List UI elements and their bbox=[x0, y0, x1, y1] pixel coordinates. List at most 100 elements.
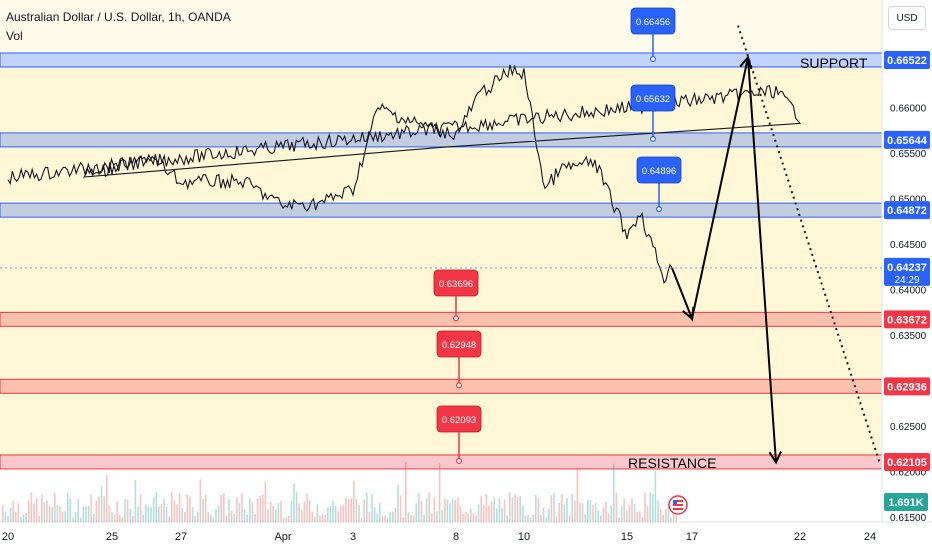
currency-button[interactable]: USD bbox=[888, 6, 926, 30]
volume-bar bbox=[392, 511, 394, 522]
volume-bar bbox=[561, 494, 563, 522]
volume-bar bbox=[441, 509, 443, 522]
volume-bar bbox=[589, 500, 592, 522]
volume-bar bbox=[178, 493, 181, 522]
volume-bar bbox=[202, 498, 204, 522]
volume-bar bbox=[480, 496, 482, 522]
volume-bar bbox=[64, 510, 66, 522]
volume-bar bbox=[233, 513, 235, 522]
target-label-box bbox=[630, 7, 676, 35]
x-tick-label: 17 bbox=[686, 531, 698, 543]
price-tag-label: 0.65644 bbox=[887, 135, 928, 147]
volume-bar bbox=[436, 511, 438, 522]
target-label-box bbox=[630, 84, 676, 112]
volume-bar bbox=[618, 517, 620, 522]
volume-bar bbox=[98, 496, 100, 522]
us-flag-icon bbox=[673, 500, 677, 504]
volume-bar bbox=[316, 504, 319, 522]
volume-bar bbox=[168, 516, 170, 522]
volume-bar bbox=[623, 498, 625, 522]
volume-bar bbox=[654, 470, 657, 522]
volume-bar bbox=[462, 514, 464, 522]
countdown-label: 24:29 bbox=[894, 275, 919, 286]
target-dot bbox=[456, 457, 463, 464]
volume-bar bbox=[295, 492, 298, 522]
resistance-annotation: RESISTANCE bbox=[628, 455, 716, 471]
volume-bar bbox=[412, 515, 415, 522]
volume-bar bbox=[529, 517, 532, 522]
volume-bar bbox=[87, 505, 90, 522]
volume-bar bbox=[269, 502, 272, 522]
x-tick-label: 10 bbox=[518, 531, 530, 543]
volume-bar bbox=[597, 510, 599, 522]
y-tick-label: 0.65000 bbox=[890, 195, 927, 206]
y-tick-label: 0.61500 bbox=[890, 513, 927, 524]
volume-bar bbox=[662, 515, 664, 522]
volume-bar bbox=[347, 499, 350, 522]
volume-bar bbox=[142, 514, 144, 522]
volume-bar bbox=[137, 506, 139, 522]
current-price-tag bbox=[884, 257, 930, 286]
price-tag bbox=[884, 50, 930, 69]
target-label-text: 0.62948 bbox=[442, 340, 476, 351]
volume-bar bbox=[584, 514, 586, 522]
volume-bar bbox=[438, 463, 441, 522]
target-label-box bbox=[433, 269, 479, 297]
volume-bar bbox=[340, 506, 342, 522]
zone-red-5 bbox=[0, 454, 883, 470]
volume-bar bbox=[355, 499, 358, 522]
volume-bar bbox=[431, 513, 433, 522]
volume-bar bbox=[467, 513, 469, 522]
volume-bar bbox=[652, 494, 654, 522]
volume-bar bbox=[483, 504, 485, 522]
volume-bar bbox=[550, 495, 553, 522]
volume-bar bbox=[475, 515, 477, 522]
volume-bar bbox=[282, 517, 285, 522]
volume-bar bbox=[397, 484, 399, 522]
volume-bar bbox=[407, 512, 410, 522]
volume-bar bbox=[620, 505, 623, 522]
volume-bar bbox=[470, 509, 472, 522]
volume-bar bbox=[85, 506, 87, 522]
volume-bar bbox=[342, 505, 345, 522]
volume-bar bbox=[308, 500, 311, 522]
volume-indicator-label[interactable]: Vol bbox=[6, 29, 23, 43]
volume-bar bbox=[537, 498, 540, 522]
volume-bar bbox=[217, 505, 220, 522]
volume-bar bbox=[134, 480, 137, 522]
volume-bar bbox=[633, 503, 636, 522]
volume-bar bbox=[672, 511, 675, 522]
volume-bar bbox=[493, 497, 495, 522]
volume-bar bbox=[321, 514, 324, 522]
volume-bar bbox=[641, 517, 644, 522]
volume-bar bbox=[602, 507, 605, 522]
volume-bar bbox=[384, 515, 386, 522]
volume-bar bbox=[358, 505, 360, 522]
volume-bar bbox=[337, 511, 339, 522]
volume-bar bbox=[522, 505, 524, 522]
volume-bar bbox=[366, 492, 368, 522]
volume-bar bbox=[17, 503, 20, 522]
volume-bar bbox=[113, 514, 116, 522]
volume-bar bbox=[119, 515, 121, 522]
volume-bar bbox=[30, 492, 33, 522]
volume-bar bbox=[158, 506, 160, 522]
volume-bar bbox=[298, 503, 300, 522]
volume-bar bbox=[106, 475, 108, 522]
volume-bar bbox=[108, 505, 111, 522]
volume-bar bbox=[667, 504, 670, 522]
volume-bar bbox=[345, 497, 347, 522]
volume-bar bbox=[251, 502, 254, 522]
volume-bar bbox=[553, 492, 555, 522]
symbol-title: Australian Dollar / U.S. Dollar, 1h, OAN… bbox=[6, 10, 231, 24]
volume-bar bbox=[415, 503, 417, 522]
x-tick-label: 24 bbox=[864, 531, 876, 543]
volume-bar bbox=[28, 500, 30, 522]
volume-bar bbox=[230, 510, 233, 522]
volume-bar bbox=[389, 511, 391, 522]
volume-bar bbox=[207, 512, 209, 522]
volume-bar bbox=[649, 492, 651, 522]
volume-bar bbox=[56, 505, 59, 522]
